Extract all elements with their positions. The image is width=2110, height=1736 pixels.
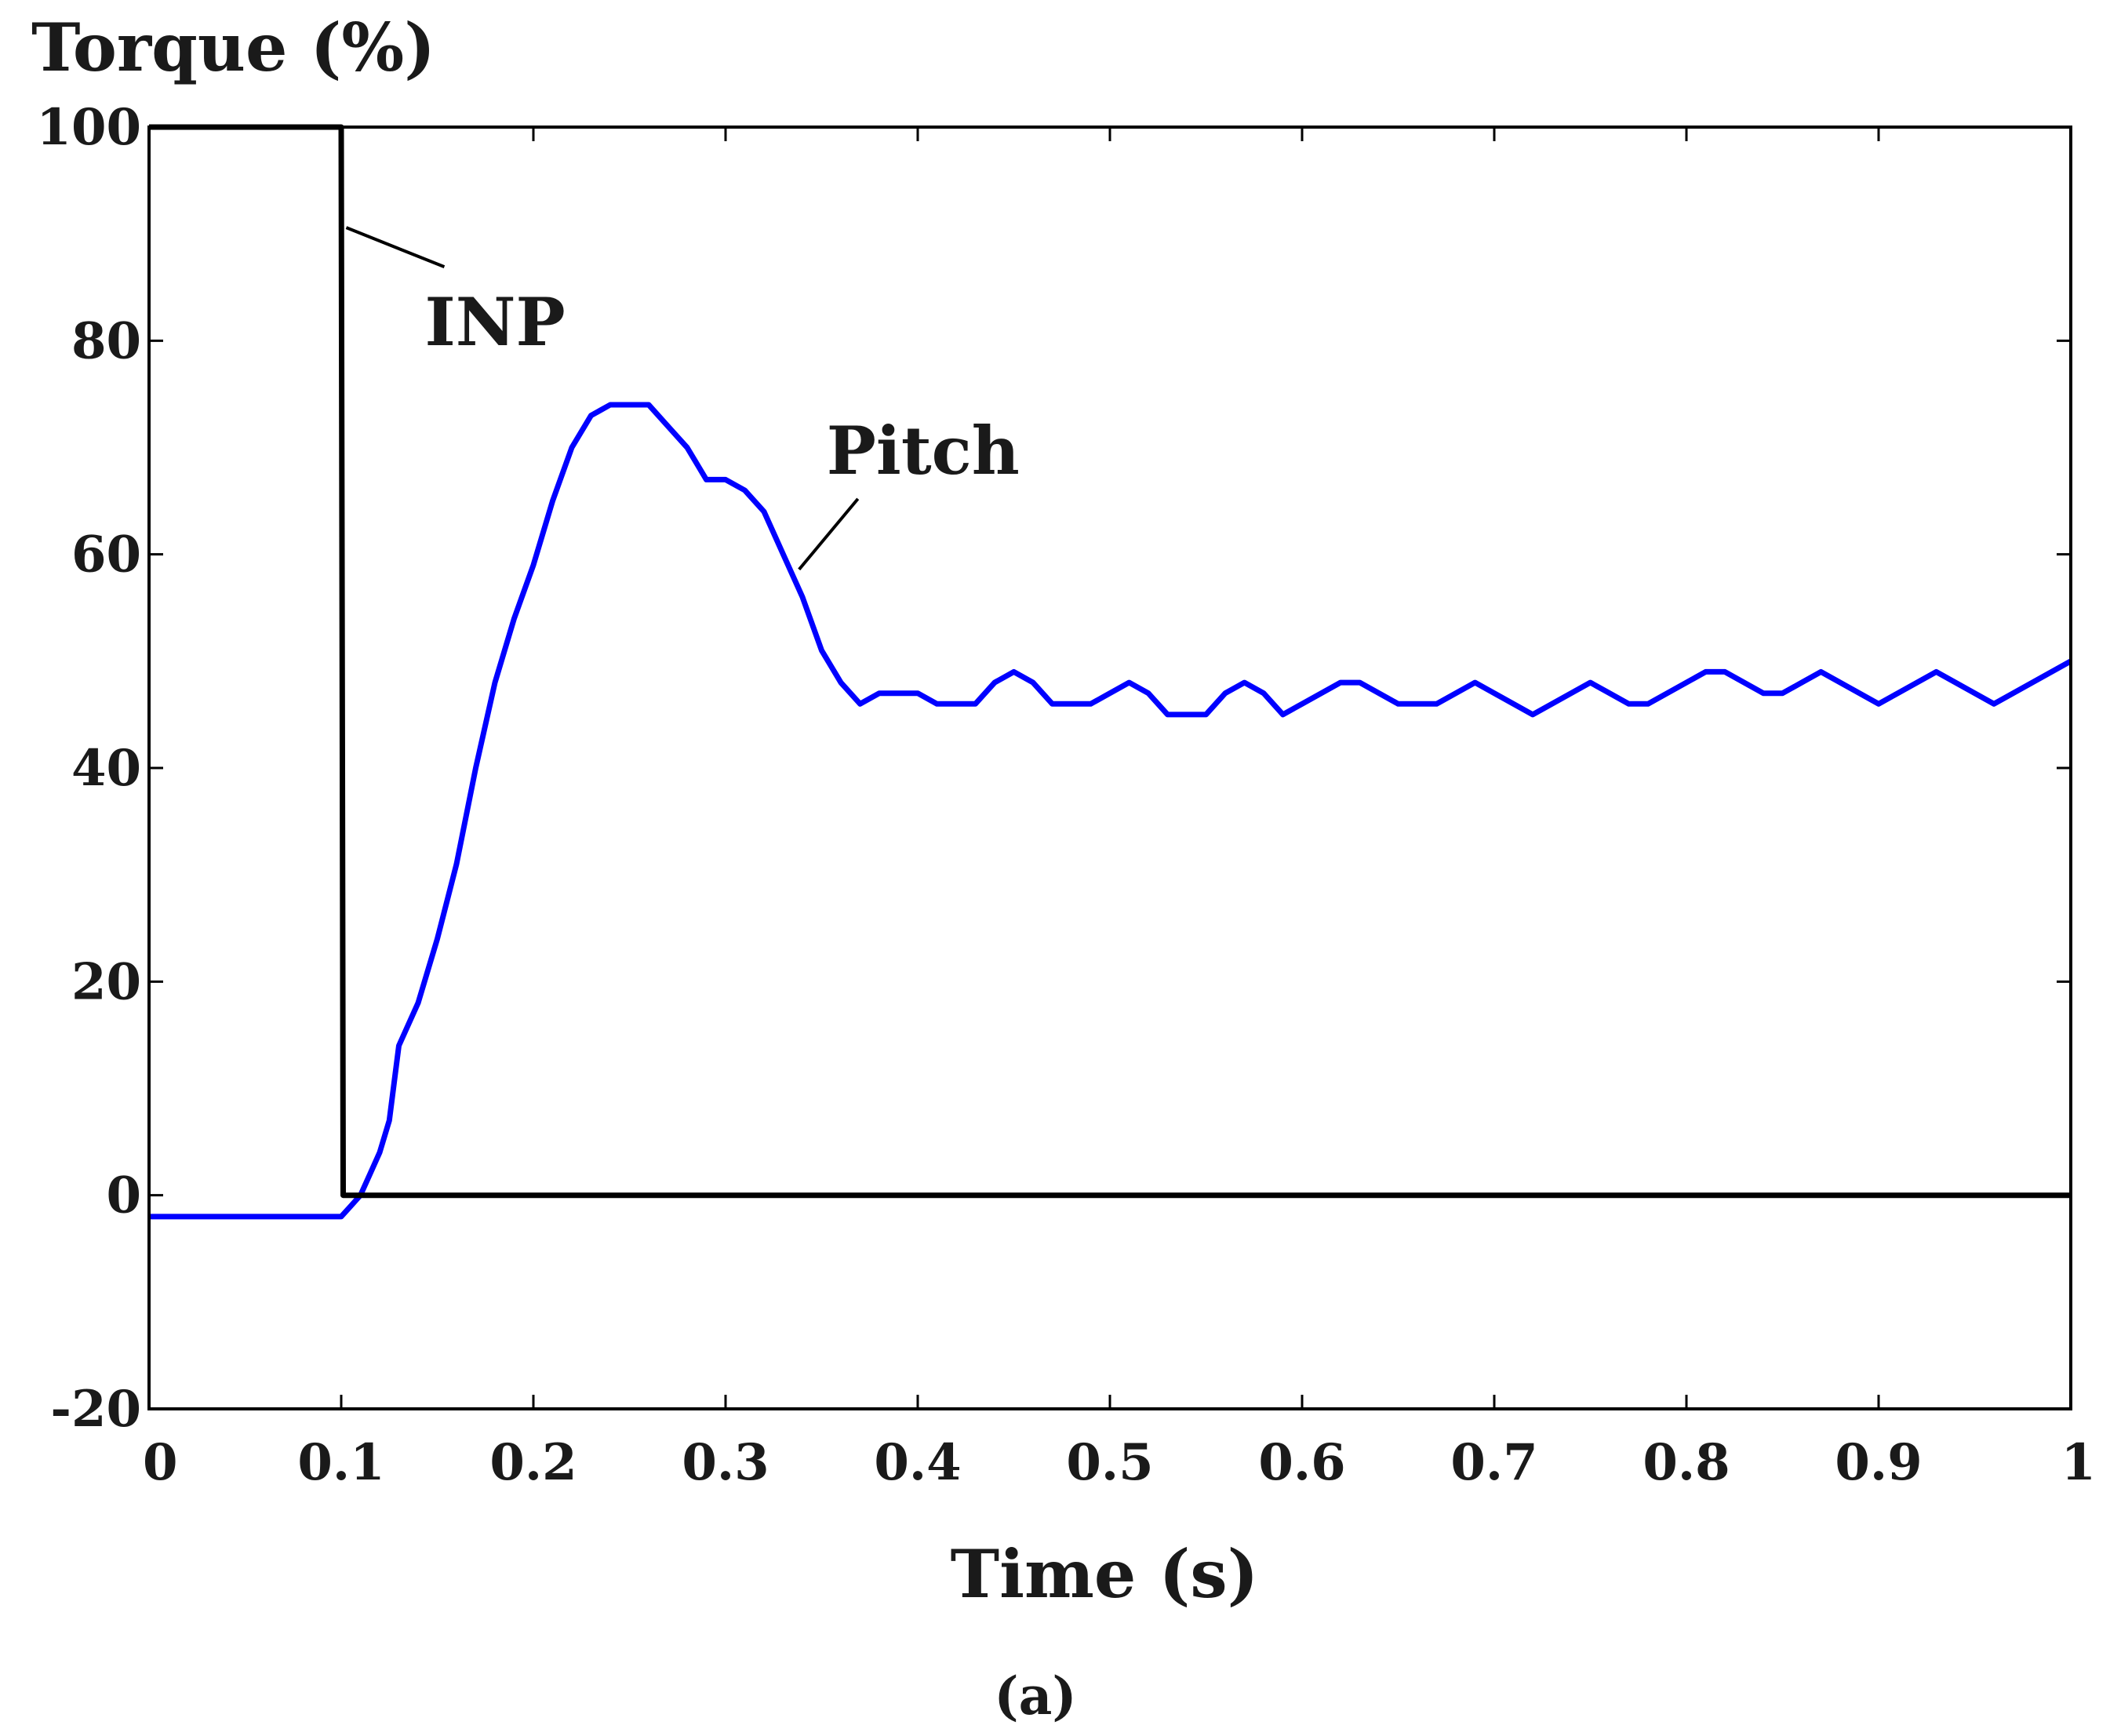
x-tick-label: 0.1: [297, 1433, 384, 1492]
x-tick-label: 0.8: [1643, 1433, 1730, 1492]
y-tick-label: 60: [71, 526, 141, 584]
x-tick-label: 0.2: [489, 1433, 577, 1492]
x-tick-label: 0.6: [1258, 1433, 1345, 1492]
y-tick-label: 40: [71, 739, 141, 798]
y-tick-label: 100: [36, 98, 141, 157]
x-tick-labels: 0 0.1 0.2 0.3 0.4 0.5 0.6 0.7 0.8 0.9 1: [143, 1433, 2096, 1492]
figure-caption: (a): [994, 1665, 1076, 1727]
x-tick-label: 0.7: [1450, 1433, 1537, 1492]
x-axis-title: Time (s): [951, 1535, 1259, 1613]
x-tick-label: 0: [143, 1433, 178, 1492]
x-tick-label: 0.5: [1066, 1433, 1153, 1492]
y-tick-label: 20: [71, 952, 141, 1011]
annotation-label-pitch: Pitch: [827, 412, 1020, 490]
x-tick-label: 0.4: [874, 1433, 961, 1492]
tick-marks: [147, 126, 2072, 1410]
annotation-leader-inp: [345, 226, 446, 269]
series-line-pitch: [149, 402, 2072, 1220]
annotation-label-inp: INP: [424, 283, 565, 361]
y-tick-label: 80: [71, 311, 141, 370]
annotation-leader-pitch: [798, 497, 860, 571]
x-tick-label: 0.3: [682, 1433, 769, 1492]
annotation-layer: INP Pitch: [345, 226, 1020, 571]
x-tick-label: 1: [2061, 1433, 2096, 1492]
y-tick-labels: -20 0 20 40 60 80 100: [36, 98, 141, 1439]
y-axis-title: Torque (%): [31, 9, 435, 86]
y-tick-label: 0: [106, 1166, 141, 1225]
y-tick-label: -20: [50, 1380, 141, 1439]
x-tick-label: 0.9: [1835, 1433, 1922, 1492]
